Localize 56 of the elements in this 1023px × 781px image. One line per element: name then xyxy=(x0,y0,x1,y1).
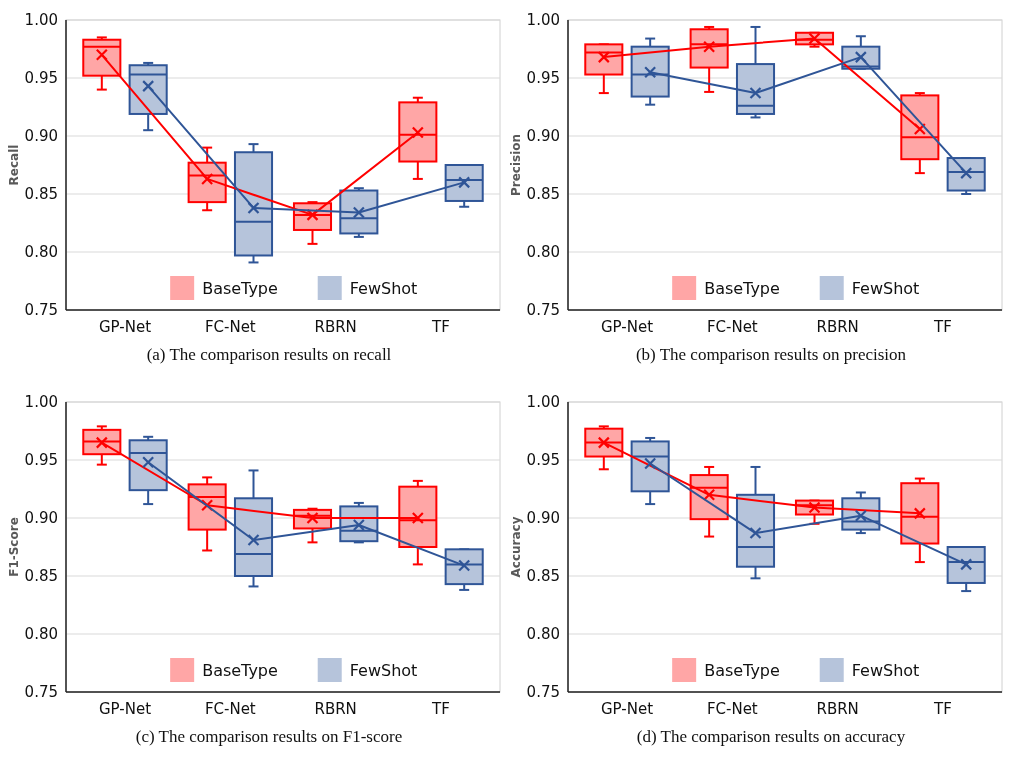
y-tick-label: 0.90 xyxy=(24,509,58,528)
y-tick-label: 0.90 xyxy=(526,509,560,528)
legend-label: FewShot xyxy=(349,278,418,298)
text: (a) The comparison results on recall xyxy=(146,345,392,364)
x-tick-label: FC-Net xyxy=(706,318,758,336)
y-tick-label: 0.85 xyxy=(526,185,560,204)
legend-label: BaseType xyxy=(704,278,780,298)
x-tick-label: RBRN xyxy=(314,318,357,336)
y-tick-label: 0.85 xyxy=(24,567,58,586)
x-tick-label: RBRN xyxy=(816,700,859,718)
x-tick-label: FC-Net xyxy=(204,700,256,718)
y-tick-label: 0.80 xyxy=(526,243,560,262)
y-tick-label: 0.75 xyxy=(24,301,58,320)
x-tick-label: GP-Net xyxy=(98,318,152,336)
y-tick-label: 0.75 xyxy=(526,683,560,702)
y-tick-label: 1.00 xyxy=(526,11,560,30)
x-tick-label: GP-Net xyxy=(98,700,152,718)
y-tick-label: 0.95 xyxy=(526,69,560,88)
legend-label: BaseType xyxy=(704,660,780,680)
y-tick-label: 0.85 xyxy=(24,185,58,204)
x-tick-label: RBRN xyxy=(816,318,859,336)
y-tick-label: 0.80 xyxy=(526,625,560,644)
x-tick-label: RBRN xyxy=(314,700,357,718)
text: (b) The comparison results on precision xyxy=(635,345,907,364)
y-tick-label: 0.75 xyxy=(526,301,560,320)
y-axis-title: Precision xyxy=(509,133,523,197)
y-axis-title: F1-Score xyxy=(7,517,21,577)
x-tick-label: TF xyxy=(431,700,450,718)
legend-label: FewShot xyxy=(851,660,920,680)
legend-label: BaseType xyxy=(202,660,278,680)
text: (d) The comparison results on accuracy xyxy=(636,727,906,746)
y-tick-label: 0.95 xyxy=(24,451,58,470)
x-tick-label: GP-Net xyxy=(600,700,654,718)
y-axis-title: Recall xyxy=(7,144,21,186)
x-tick-label: TF xyxy=(933,700,952,718)
y-tick-label: 0.80 xyxy=(24,243,58,262)
y-tick-label: 1.00 xyxy=(24,11,58,30)
y-tick-label: 0.90 xyxy=(526,127,560,146)
y-tick-label: 0.95 xyxy=(24,69,58,88)
x-tick-label: GP-Net xyxy=(600,318,654,336)
y-axis-title: Accuracy xyxy=(509,516,523,578)
y-tick-label: 0.90 xyxy=(24,127,58,146)
y-tick-label: 0.75 xyxy=(24,683,58,702)
x-tick-label: FC-Net xyxy=(204,318,256,336)
legend-label: BaseType xyxy=(202,278,278,298)
y-tick-label: 1.00 xyxy=(526,393,560,412)
x-tick-label: FC-Net xyxy=(706,700,758,718)
y-tick-label: 0.85 xyxy=(526,567,560,586)
legend-label: FewShot xyxy=(349,660,418,680)
y-tick-label: 0.80 xyxy=(24,625,58,644)
legend-label: FewShot xyxy=(851,278,920,298)
y-tick-label: 1.00 xyxy=(24,393,58,412)
y-tick-label: 0.95 xyxy=(526,451,560,470)
text: (c) The comparison results on F1-score xyxy=(135,727,403,746)
x-tick-label: TF xyxy=(431,318,450,336)
x-tick-label: TF xyxy=(933,318,952,336)
